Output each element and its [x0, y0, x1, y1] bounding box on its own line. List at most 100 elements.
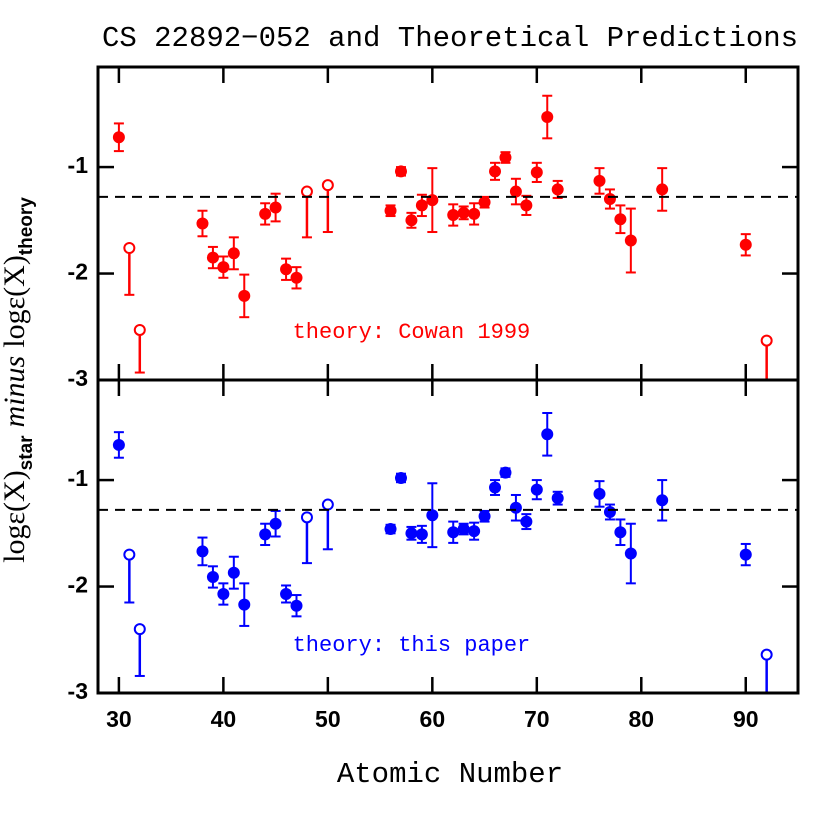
point [227, 566, 240, 579]
point [478, 196, 491, 209]
limit-point [300, 185, 313, 198]
point [489, 165, 502, 178]
y-tick-label: -1 [68, 152, 89, 178]
y-tick-label: -1 [68, 465, 89, 491]
annotation: theory: this paper [293, 633, 531, 658]
point [468, 525, 481, 538]
limit-point [760, 648, 773, 661]
limit-point [133, 623, 146, 636]
point [384, 523, 397, 536]
point [541, 428, 554, 441]
point [614, 213, 627, 226]
point [384, 204, 397, 217]
point [520, 515, 533, 528]
plot-area [112, 94, 773, 380]
annotation: theory: Cowan 1999 [293, 320, 531, 345]
limit-point [300, 511, 313, 524]
x-tick-label: 30 [106, 706, 132, 732]
point [426, 194, 439, 207]
point [426, 509, 439, 522]
point [624, 547, 637, 560]
point [290, 271, 303, 284]
point [624, 234, 637, 247]
point [290, 599, 303, 612]
y-axis-label: logε(X)starminuslogε(X)theory [0, 197, 37, 563]
point [227, 247, 240, 260]
point [259, 528, 272, 541]
y-tick-label: -3 [68, 365, 88, 391]
point [238, 598, 251, 611]
y-tick-label: -2 [68, 572, 88, 598]
x-tick-label: 90 [733, 706, 759, 732]
point [447, 526, 460, 539]
limit-point [321, 179, 334, 192]
point [499, 466, 512, 479]
y-label-part: logε(X) [0, 255, 31, 348]
y-label-sub: theory [16, 197, 37, 256]
point [217, 261, 230, 274]
point [217, 587, 230, 600]
point [457, 206, 470, 219]
point [206, 251, 219, 264]
plot-area [112, 412, 773, 693]
point [530, 166, 543, 179]
point [269, 517, 282, 530]
point [478, 510, 491, 523]
y-tick-label: -3 [68, 678, 88, 704]
point [238, 289, 251, 302]
y-tick-label: -2 [68, 259, 88, 285]
x-tick-label: 80 [628, 706, 654, 732]
point [509, 501, 522, 514]
point [656, 183, 669, 196]
point [457, 523, 470, 536]
x-tick-label: 40 [211, 706, 237, 732]
point [394, 471, 407, 484]
limit-point [133, 323, 146, 336]
point [541, 111, 554, 124]
point [405, 214, 418, 227]
frame [96, 378, 800, 695]
point [489, 481, 502, 494]
y-label-part: minus [0, 356, 31, 428]
point [415, 199, 428, 212]
point [593, 174, 606, 187]
point [468, 207, 481, 220]
chart-title: CS 22892−052 and Theoretical Predictions [102, 22, 798, 55]
point [509, 185, 522, 198]
point [551, 492, 564, 505]
point [280, 263, 293, 276]
point [530, 483, 543, 496]
x-tick-label: 70 [524, 706, 550, 732]
point [593, 487, 606, 500]
limit-point [123, 548, 136, 561]
point [112, 131, 125, 144]
point [551, 183, 564, 196]
point [447, 208, 460, 221]
point [196, 545, 209, 558]
point [415, 528, 428, 541]
x-tick-label: 50 [315, 706, 341, 732]
x-axis-label: Atomic Number [337, 758, 563, 791]
point [739, 238, 752, 251]
point [614, 526, 627, 539]
limit-point [123, 241, 136, 254]
point [112, 438, 125, 451]
point [603, 193, 616, 206]
limit-point [760, 334, 773, 347]
y-label-part: logε(X) [0, 470, 31, 563]
point [739, 548, 752, 561]
point [656, 494, 669, 507]
point [269, 201, 282, 214]
point [405, 527, 418, 540]
point [259, 207, 272, 220]
point [394, 165, 407, 178]
point [520, 199, 533, 212]
point [196, 217, 209, 230]
y-label-sub: star [16, 435, 37, 470]
x-tick-label: 60 [420, 706, 446, 732]
point [206, 570, 219, 583]
point [499, 151, 512, 164]
point [603, 506, 616, 519]
point [280, 587, 293, 600]
